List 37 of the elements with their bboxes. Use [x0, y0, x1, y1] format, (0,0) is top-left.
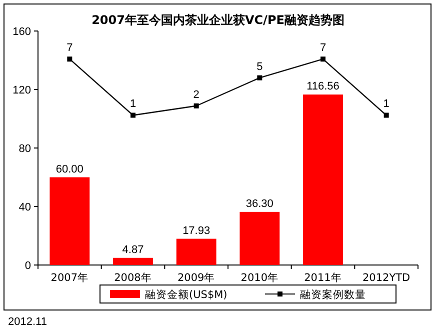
- point: [67, 56, 72, 62]
- bar: [303, 94, 343, 265]
- y-tick-label: 120: [12, 84, 31, 96]
- point: [130, 112, 136, 118]
- bar: [50, 177, 90, 265]
- y-tick-label: 160: [12, 26, 31, 38]
- data-label: 116.56: [306, 80, 340, 93]
- data-label: 5: [256, 60, 263, 73]
- data-label: 1: [130, 98, 136, 110]
- x-tick-label: 2009年: [177, 272, 216, 284]
- point: [320, 56, 326, 62]
- data-label: 7: [320, 42, 326, 54]
- data-label: 4.87: [122, 244, 144, 256]
- chart-title: 2007年至今国内茶业企业获VC/PE融资趋势图: [92, 13, 344, 27]
- data-label: 36.30: [246, 198, 274, 210]
- x-tick-label: 2008年: [114, 272, 152, 284]
- y-tick-label: 0: [24, 260, 31, 272]
- x-tick-label: 2012YTD: [362, 272, 410, 284]
- bar: [240, 212, 280, 265]
- y-tick-label: 40: [18, 202, 31, 214]
- x-tick-label: 2011年: [304, 272, 342, 284]
- text: 2012.11: [8, 316, 47, 328]
- point: [257, 75, 262, 80]
- x-tick-label: 2007年: [50, 272, 89, 284]
- point: [194, 103, 199, 108]
- data-label: 1: [383, 98, 390, 110]
- y-tick-label: 80: [18, 143, 31, 155]
- point: [384, 112, 389, 118]
- data-label: 60.00: [56, 163, 84, 176]
- data-label: 17.93: [182, 224, 210, 237]
- bar: [176, 238, 216, 265]
- data-label: 7: [66, 42, 73, 54]
- data-label: 2: [193, 88, 200, 101]
- x-tick-label: 2010年: [240, 272, 279, 284]
- bar: [113, 258, 153, 265]
- legend-label: 融资金额(US$M): [145, 288, 228, 301]
- legend-label: 融资案例数量: [300, 288, 366, 301]
